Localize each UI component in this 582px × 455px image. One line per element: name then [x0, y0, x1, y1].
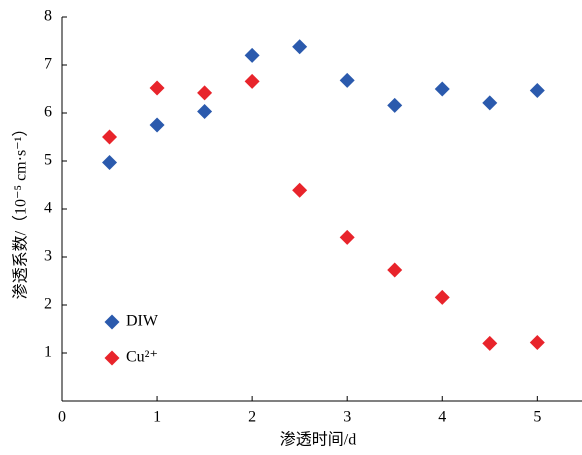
legend-label: DIW: [126, 313, 159, 330]
point: [529, 82, 545, 98]
point: [149, 80, 165, 96]
point: [387, 97, 403, 113]
y-axis-label: 渗透系数/（10⁻⁵ cm·s⁻¹）: [12, 121, 30, 300]
x-tick-label: 0: [58, 409, 66, 426]
y-tick-label: 1: [44, 344, 52, 361]
legend-label: Cu²⁺: [126, 349, 158, 366]
y-tick-label: 7: [44, 56, 52, 73]
x-tick-label: 5: [533, 409, 541, 426]
point: [482, 95, 498, 111]
point: [197, 104, 213, 120]
legend-marker: [104, 314, 120, 330]
point: [244, 73, 260, 89]
point: [339, 229, 355, 245]
y-tick-label: 6: [44, 104, 52, 121]
point: [292, 39, 308, 55]
y-tick-label: 8: [44, 8, 52, 25]
y-tick-label: 5: [44, 152, 52, 169]
legend-marker: [104, 350, 120, 366]
point: [244, 47, 260, 63]
point: [292, 182, 308, 198]
point: [434, 81, 450, 97]
y-tick-label: 4: [44, 200, 52, 217]
y-tick-label: 3: [44, 248, 52, 265]
x-axis-label: 渗透时间/d: [280, 431, 356, 449]
x-tick-label: 2: [248, 409, 256, 426]
point: [102, 154, 118, 170]
x-tick-label: 3: [343, 409, 351, 426]
point: [149, 117, 165, 133]
point: [197, 85, 213, 101]
point: [529, 334, 545, 350]
point: [434, 289, 450, 305]
point: [339, 72, 355, 88]
y-tick-label: 2: [44, 296, 52, 313]
point: [387, 262, 403, 278]
x-tick-label: 4: [438, 409, 446, 426]
x-tick-label: 1: [153, 409, 161, 426]
point: [102, 129, 118, 145]
point: [482, 335, 498, 351]
